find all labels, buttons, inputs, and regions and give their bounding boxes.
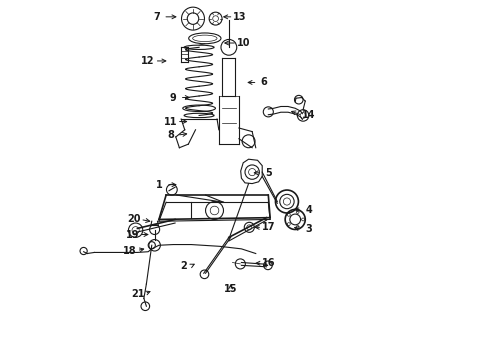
Text: 4: 4 [305,206,312,216]
Text: 11: 11 [164,117,177,127]
Text: 2: 2 [181,261,187,271]
Text: 14: 14 [302,111,316,121]
Text: 15: 15 [224,284,238,294]
Text: 13: 13 [233,12,247,22]
Text: 7: 7 [153,12,160,22]
Text: 17: 17 [262,222,275,232]
Text: 5: 5 [265,168,272,178]
Text: 3: 3 [305,225,312,234]
Text: 9: 9 [170,93,177,103]
Text: 19: 19 [126,230,140,239]
Text: 10: 10 [237,38,250,48]
Text: 18: 18 [123,246,137,256]
Text: 16: 16 [262,258,275,268]
Text: 20: 20 [127,215,141,224]
Text: 8: 8 [167,130,174,140]
Text: 21: 21 [131,289,145,299]
Text: 1: 1 [156,180,163,190]
Text: 6: 6 [261,77,268,87]
Text: 12: 12 [142,56,155,66]
